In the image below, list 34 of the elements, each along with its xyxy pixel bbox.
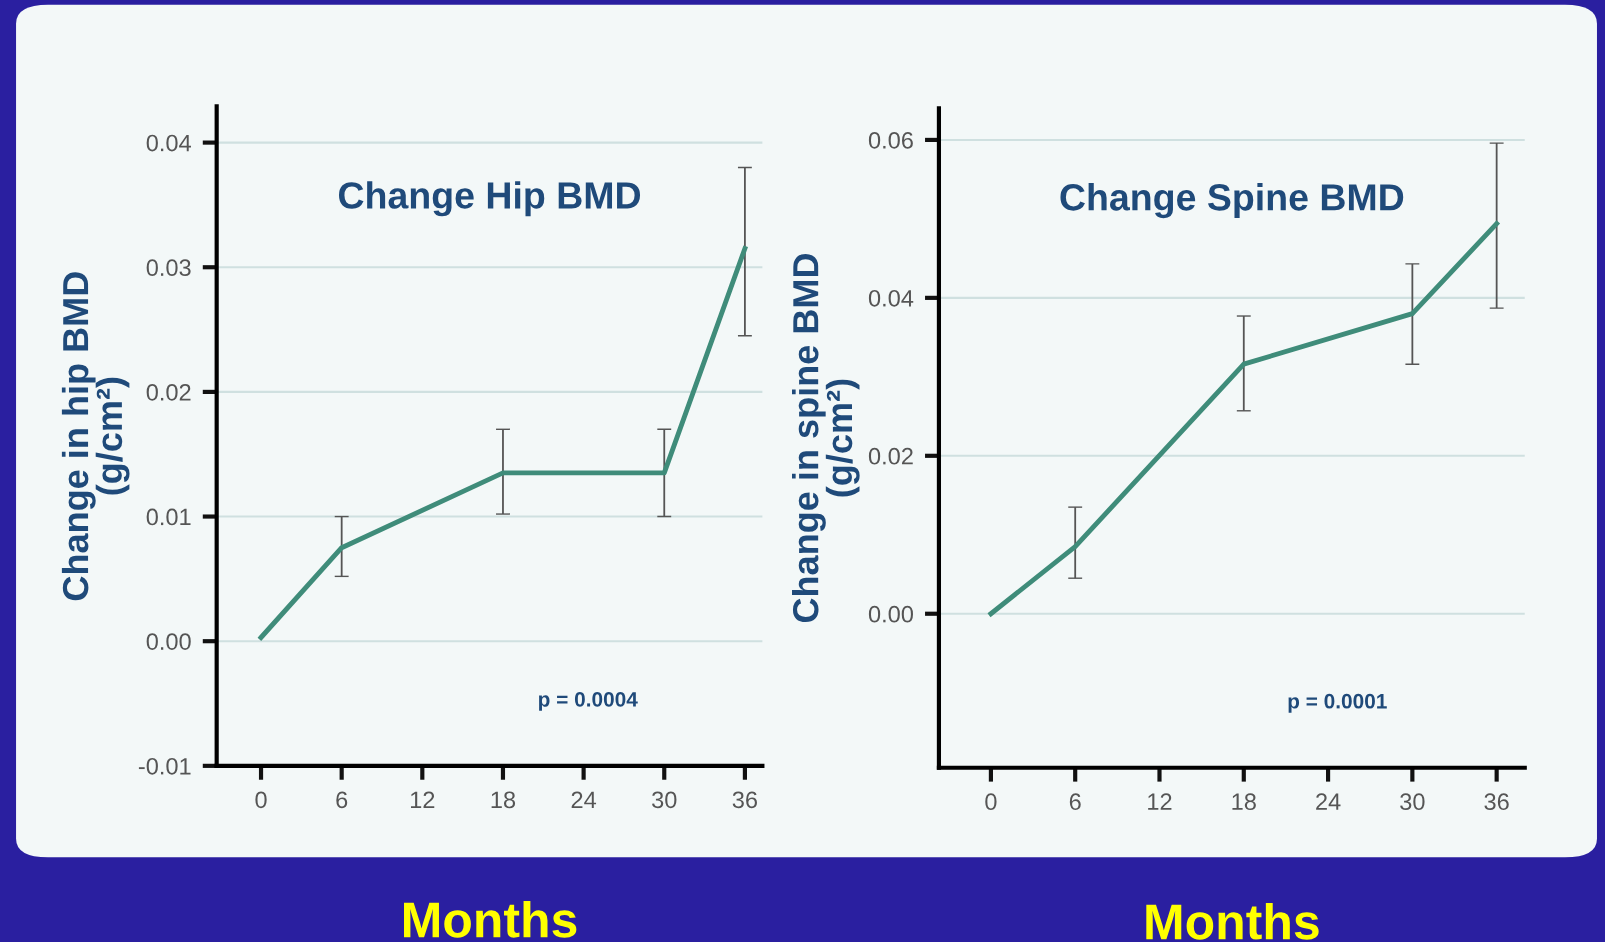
y-tick-label: 0.03 bbox=[146, 259, 191, 277]
x-tick-label: 24 bbox=[571, 791, 597, 808]
x-tick-label: 6 bbox=[336, 791, 348, 809]
x-tick-label: 6 bbox=[1069, 793, 1081, 811]
x-tick-label: 36 bbox=[732, 791, 757, 809]
x-tick-label: 0 bbox=[985, 793, 997, 811]
y-tick-label: 0.01 bbox=[146, 508, 191, 526]
text: Change Hip BMD bbox=[338, 181, 641, 217]
y-tick-label: 0.00 bbox=[146, 633, 191, 650]
y-tick-label: 0.04 bbox=[868, 289, 914, 307]
y-tick-label: 0.02 bbox=[146, 383, 191, 401]
x-tick-label: 18 bbox=[491, 791, 516, 809]
line-series bbox=[258, 246, 748, 640]
y-axis-title: Change in spine BMD (g/cm²) bbox=[792, 253, 860, 623]
annotation: p = 0.0001 bbox=[1288, 693, 1387, 713]
y-tick-label: -0.01 bbox=[138, 757, 191, 775]
x-axis-title: Months bbox=[404, 901, 577, 938]
x-tick-label: 12 bbox=[410, 791, 435, 808]
x-tick-label: 12 bbox=[1148, 793, 1172, 810]
x-tick-label: 24 bbox=[1316, 793, 1341, 810]
annotation: p = 0.0004 bbox=[539, 691, 638, 711]
x-tick-label: 36 bbox=[1484, 793, 1509, 811]
x-tick-label: 18 bbox=[1232, 793, 1256, 811]
y-tick-label: 0.00 bbox=[868, 605, 914, 623]
line-series bbox=[988, 221, 1500, 617]
x-tick-label: 30 bbox=[1400, 793, 1425, 811]
y-tick-label: 0.02 bbox=[868, 447, 913, 465]
x-tick-label: 0 bbox=[255, 791, 267, 809]
y-tick-label: 0.06 bbox=[868, 131, 913, 149]
y-tick-label: 0.04 bbox=[146, 134, 191, 152]
x-axis-title: Months bbox=[1146, 902, 1319, 940]
text: Change Spine BMD bbox=[1060, 183, 1404, 219]
y-axis-title: Change in hip BMD (g/cm²) bbox=[61, 272, 130, 601]
x-tick-label: 30 bbox=[652, 791, 677, 809]
